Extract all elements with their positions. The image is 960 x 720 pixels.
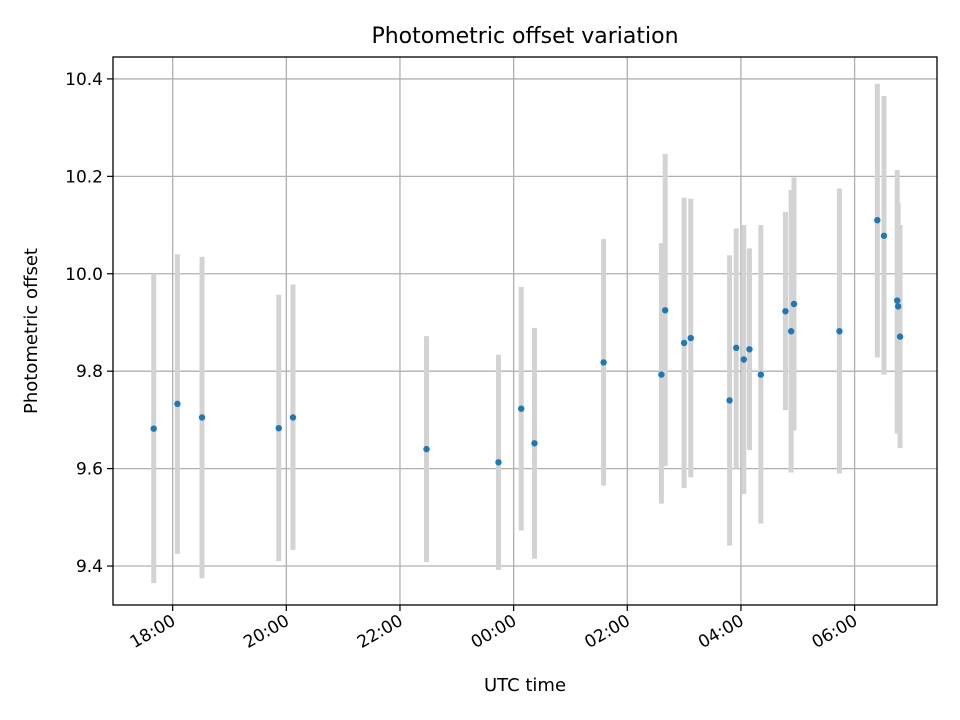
data-point (687, 334, 694, 342)
data-point (661, 307, 669, 314)
data-point (836, 328, 843, 335)
data-point (275, 424, 282, 432)
y-tick-label: 9.8 (76, 362, 103, 382)
data-point (726, 397, 733, 404)
data-point (787, 328, 795, 335)
data-point (531, 440, 538, 447)
data-point (874, 216, 881, 224)
data-point (880, 232, 888, 239)
data-point (198, 414, 206, 421)
x-axis-label: UTC time (484, 675, 566, 696)
data-point (289, 414, 297, 421)
y-tick-label: 9.4 (76, 557, 103, 577)
chart-title: Photometric offset variation (371, 24, 678, 49)
data-point (680, 339, 688, 347)
data-point (740, 356, 747, 363)
data-point (600, 359, 607, 366)
data-points (150, 216, 904, 466)
y-tick-label: 9.6 (76, 460, 103, 480)
y-tick-label: 10.2 (65, 167, 103, 187)
data-point (782, 308, 789, 315)
data-point (495, 459, 502, 466)
data-point (518, 405, 525, 412)
data-point (746, 346, 753, 353)
data-point (423, 445, 430, 453)
y-tick-label: 10.0 (65, 265, 103, 285)
grid (113, 57, 937, 605)
y-tick-label: 10.4 (65, 70, 103, 90)
y-axis-label: Photometric offset (21, 248, 42, 414)
data-point (894, 297, 901, 304)
data-point (174, 400, 181, 408)
data-point (896, 333, 904, 340)
data-point (658, 371, 665, 378)
plot-frame (112, 56, 938, 606)
data-point (150, 425, 157, 432)
data-point (790, 300, 798, 308)
data-point (894, 303, 902, 310)
data-point (757, 371, 765, 378)
data-point (733, 344, 740, 352)
